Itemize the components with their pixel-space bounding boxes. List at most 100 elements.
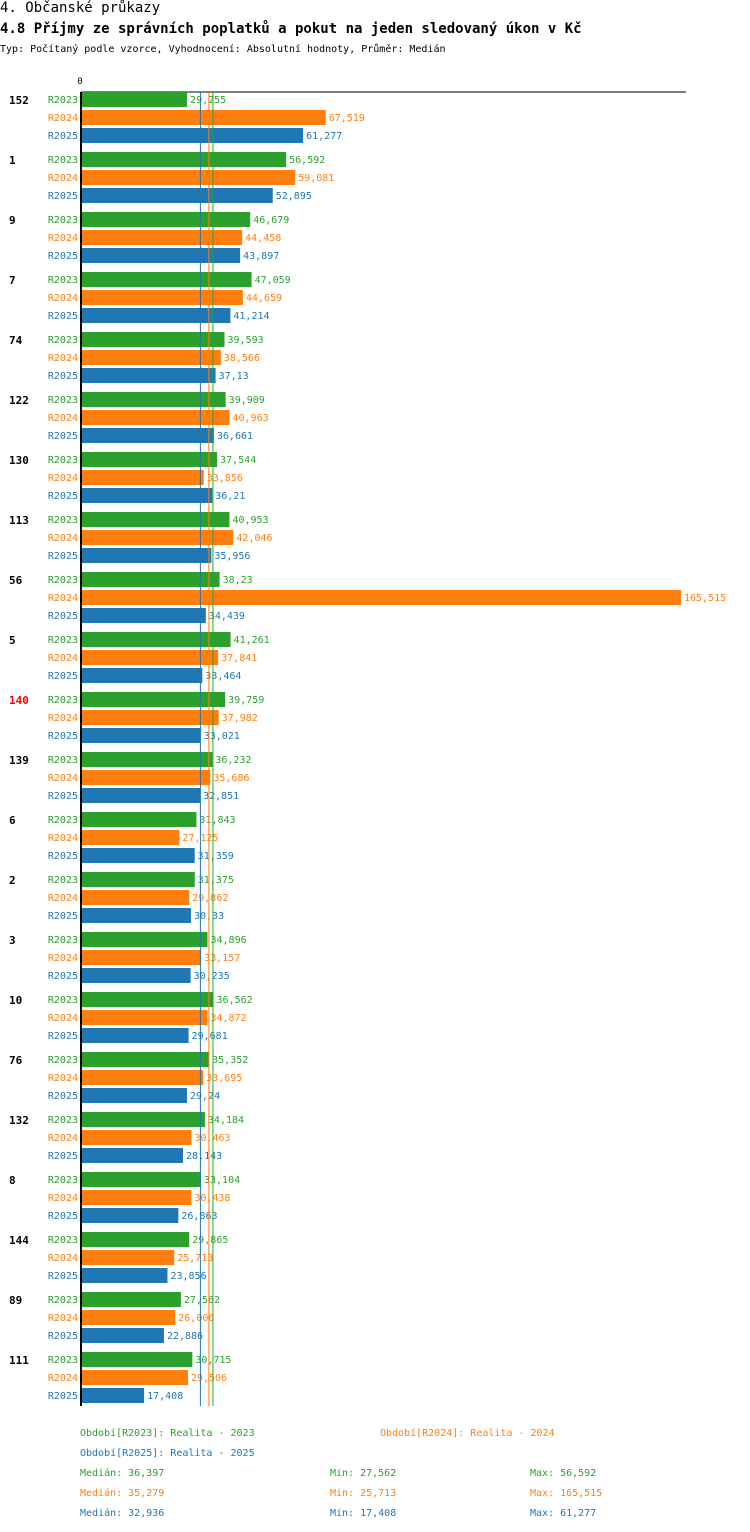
bar-10-r2025 [81,1028,189,1043]
series-label-r2024-74: R2024 [48,353,78,364]
bar-144-r2023 [81,1232,190,1247]
bar-122-r2023 [81,392,226,407]
value-label-56-r2025: 34,439 [209,611,245,622]
category-label-144: 144 [9,1234,29,1247]
category-label-3: 3 [9,934,16,947]
bar-7-r2023 [81,272,252,287]
series-label-r2023-6: R2023 [48,815,78,826]
bar-7-r2024 [81,290,243,305]
value-label-144-r2024: 25,713 [177,1253,213,1264]
category-label-6: 6 [9,814,16,827]
value-label-9-r2025: 43,897 [243,251,279,262]
bar-1-r2023 [81,152,287,167]
bar-122-r2024 [81,410,230,425]
category-label-152: 152 [9,94,29,107]
stat-max-r2024: Max: 165,515 [530,1488,603,1499]
value-label-122-r2023: 39,909 [229,395,265,406]
series-label-r2025-122: R2025 [48,431,78,442]
bar-152-r2023 [81,92,188,107]
bar-9-r2025 [81,248,241,263]
value-label-130-r2024: 33,856 [207,473,243,484]
series-label-r2025-113: R2025 [48,551,78,562]
bar-74-r2023 [81,332,225,347]
value-label-9-r2024: 44,458 [245,233,281,244]
stat-max-r2025: Max: 61,277 [530,1508,597,1519]
series-label-r2023-10: R2023 [48,995,78,1006]
bar-122-r2025 [81,428,214,443]
bar-76-r2023 [81,1052,210,1067]
bar-9-r2023 [81,212,251,227]
legend-period-r2024: Období[R2024]: Realita - 2024 [380,1428,555,1439]
value-label-10-r2025: 29,681 [192,1031,228,1042]
bar-113-r2024 [81,530,234,545]
series-label-r2023-111: R2023 [48,1355,78,1366]
bar-89-r2023 [81,1292,181,1307]
series-label-r2023-132: R2023 [48,1115,78,1126]
series-label-r2023-74: R2023 [48,335,78,346]
value-label-89-r2025: 22,886 [167,1331,203,1342]
category-label-140: 140 [9,694,29,707]
value-label-122-r2025: 36,661 [217,431,253,442]
series-label-r2025-89: R2025 [48,1331,78,1342]
series-label-r2023-139: R2023 [48,755,78,766]
series-label-r2023-113: R2023 [48,515,78,526]
bar-56-r2023 [81,572,220,587]
value-label-5-r2024: 37,841 [221,653,257,664]
bar-111-r2023 [81,1352,193,1367]
series-label-r2025-5: R2025 [48,671,78,682]
value-label-7-r2024: 44,659 [246,293,282,304]
series-label-r2024-10: R2024 [48,1013,78,1024]
series-label-r2023-89: R2023 [48,1295,78,1306]
series-label-r2023-3: R2023 [48,935,78,946]
series-label-r2024-56: R2024 [48,593,78,604]
series-label-r2023-130: R2023 [48,455,78,466]
series-label-r2025-144: R2025 [48,1271,78,1282]
series-label-r2025-111: R2025 [48,1391,78,1402]
bar-89-r2025 [81,1328,164,1343]
bar-89-r2024 [81,1310,176,1325]
bar-139-r2023 [81,752,213,767]
category-label-74: 74 [9,334,23,347]
bar-130-r2023 [81,452,218,467]
value-label-140-r2024: 37,982 [222,713,258,724]
value-label-130-r2025: 36,21 [215,491,245,502]
bar-1-r2024 [81,170,296,185]
legend-period-r2025: Období[R2025]: Realita - 2025 [80,1448,255,1459]
category-label-8: 8 [9,1174,16,1187]
value-label-111-r2025: 17,408 [147,1391,183,1402]
series-label-r2025-6: R2025 [48,851,78,862]
series-label-r2024-152: R2024 [48,113,78,124]
bar-130-r2025 [81,488,213,503]
x-axis-zero-label: 0 [77,77,82,87]
category-label-5: 5 [9,634,16,647]
series-label-r2025-1: R2025 [48,191,78,202]
bar-8-r2023 [81,1172,202,1187]
value-label-8-r2025: 26,863 [181,1211,217,1222]
bar-3-r2023 [81,932,208,947]
series-label-r2024-89: R2024 [48,1313,78,1324]
bar-5-r2023 [81,632,231,647]
stat-min-r2024: Min: 25,713 [330,1488,397,1499]
bar-10-r2024 [81,1010,208,1025]
series-label-r2025-74: R2025 [48,371,78,382]
bar-9-r2024 [81,230,243,245]
series-label-r2025-132: R2025 [48,1151,78,1162]
value-label-74-r2025: 37,13 [219,371,249,382]
series-label-r2024-140: R2024 [48,713,78,724]
value-label-76-r2025: 29,24 [190,1091,220,1102]
bar-140-r2025 [81,728,201,743]
series-label-r2024-8: R2024 [48,1193,78,1204]
series-label-r2024-76: R2024 [48,1073,78,1084]
value-label-113-r2024: 42,046 [236,533,272,544]
bar-140-r2024 [81,710,219,725]
bar-5-r2024 [81,650,219,665]
bar-111-r2025 [81,1388,145,1403]
bar-76-r2024 [81,1070,204,1085]
value-label-130-r2023: 37,544 [220,455,256,466]
category-label-1: 1 [9,154,16,167]
bar-3-r2024 [81,950,202,965]
value-label-152-r2024: 67,519 [329,113,365,124]
bar-10-r2023 [81,992,214,1007]
series-label-r2023-8: R2023 [48,1175,78,1186]
